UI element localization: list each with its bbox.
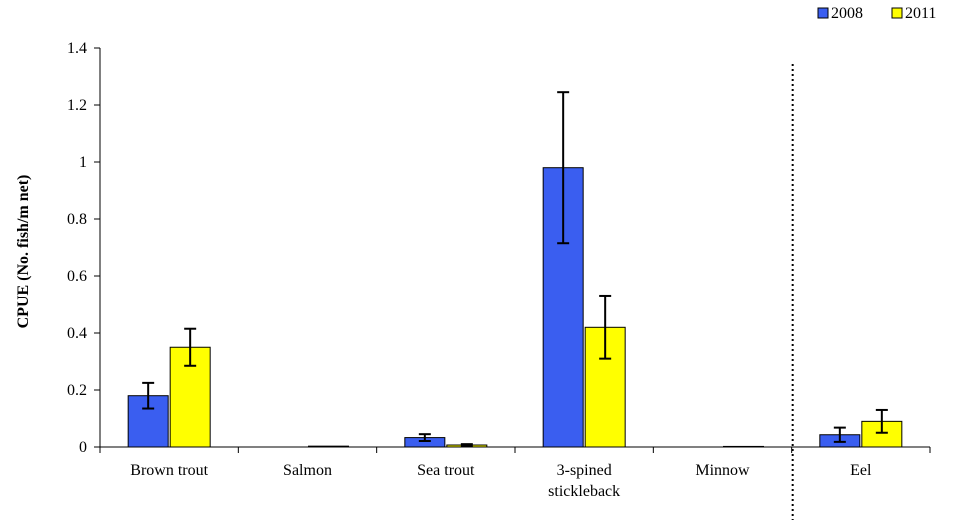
x-category-label: stickleback (548, 483, 620, 500)
x-category-label: Brown trout (130, 462, 208, 479)
x-category-label: Minnow (695, 462, 750, 479)
bar-2011-4 (723, 445, 764, 448)
legend-label-2008: 2008 (831, 5, 863, 22)
legend-swatch-2011 (891, 7, 903, 19)
y-tick-label: 1.2 (67, 97, 87, 114)
y-tick-label: 0 (79, 439, 87, 456)
bar-2011-1 (308, 445, 349, 448)
legend-swatch-2008 (817, 7, 829, 19)
x-category-label: Sea trout (417, 462, 475, 479)
y-tick-label: 0.2 (67, 382, 87, 399)
y-axis-label: CPUE (No. fish/m net) (15, 175, 32, 329)
x-category-label: Eel (850, 462, 872, 479)
y-tick-label: 0.8 (67, 211, 87, 228)
y-tick-label: 0.6 (67, 268, 87, 285)
y-tick-label: 0.4 (67, 325, 87, 342)
x-category-label: 3-spined (557, 462, 612, 479)
y-tick-label: 1 (79, 154, 87, 171)
x-category-label: Salmon (283, 462, 332, 479)
legend-label-2011: 2011 (905, 5, 936, 22)
y-tick-label: 1.4 (67, 40, 87, 57)
